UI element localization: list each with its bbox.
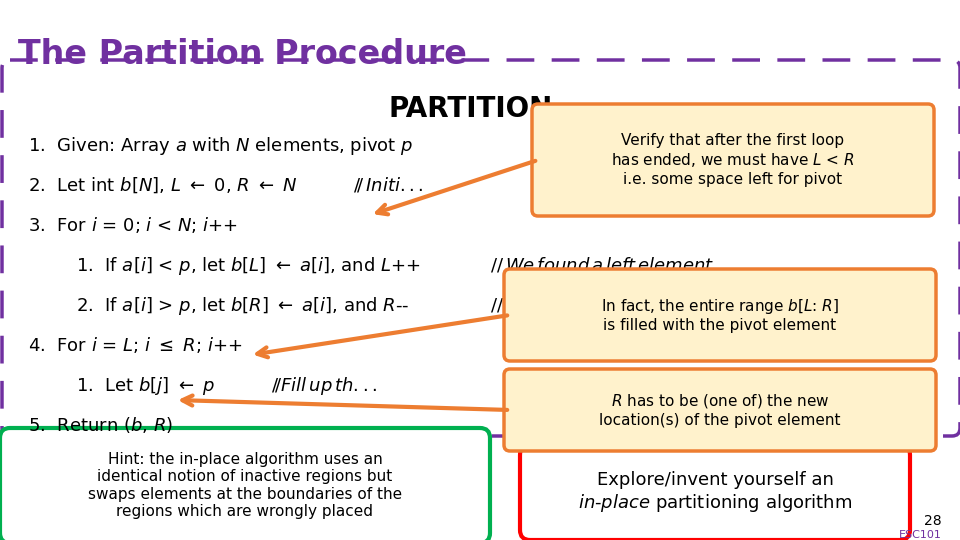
Text: 1.  If $\mathit{a}$[$\mathit{i}$] < $\mathit{p}$, let $\mathit{b}$[$\mathit{L}$]: 1. If $\mathit{a}$[$\mathit{i}$] < $\mat… bbox=[76, 255, 420, 277]
Text: 2.  Let int $\mathit{b}$[$\mathit{N}$], $\mathit{L}$ $\leftarrow$ 0, $\mathit{R}: 2. Let int $\mathit{b}$[$\mathit{N}$], $… bbox=[28, 175, 423, 194]
Text: 28: 28 bbox=[924, 514, 942, 528]
FancyBboxPatch shape bbox=[2, 60, 960, 436]
Text: Verify that after the first loop
has ended, we must have $\mathit{L}$ < $\mathit: Verify that after the first loop has end… bbox=[612, 133, 854, 187]
Text: 1.  Let $\mathit{b}$[$\mathit{j}$] $\leftarrow$ $\mathit{p}$          $\mathit{/: 1. Let $\mathit{b}$[$\mathit{j}$] $\left… bbox=[76, 375, 377, 397]
FancyBboxPatch shape bbox=[504, 269, 936, 361]
Text: ESC101: ESC101 bbox=[900, 530, 942, 540]
FancyBboxPatch shape bbox=[520, 445, 910, 540]
Text: Hint: the in-place algorithm uses an
identical notion of inactive regions but
sw: Hint: the in-place algorithm uses an ide… bbox=[88, 452, 402, 519]
Text: 4.  For $\mathit{i}$ = $\mathit{L}$; $\mathit{i}$ $\leq$ $\mathit{R}$; $\mathit{: 4. For $\mathit{i}$ = $\mathit{L}$; $\ma… bbox=[28, 335, 243, 355]
Text: 1.  Given: Array $\mathit{a}$ with $\mathit{N}$ elements, pivot $\mathit{p}$: 1. Given: Array $\mathit{a}$ with $\math… bbox=[28, 135, 414, 157]
Text: $\mathit{R}$ has to be (one of) the new
location(s) of the pivot element: $\mathit{R}$ has to be (one of) the new … bbox=[599, 392, 841, 428]
FancyBboxPatch shape bbox=[0, 428, 490, 540]
FancyBboxPatch shape bbox=[532, 104, 934, 216]
Text: 3.  For $\mathit{i}$ = 0; $\mathit{i}$ < $\mathit{N}$; $\mathit{i}$++: 3. For $\mathit{i}$ = 0; $\mathit{i}$ < … bbox=[28, 215, 238, 235]
Text: Explore/invent yourself an
$\mathit{in}$-$\mathit{place}$ partitioning algorithm: Explore/invent yourself an $\mathit{in}$… bbox=[578, 471, 852, 514]
Text: 2.  If $\mathit{a}$[$\mathit{i}$] > $\mathit{p}$, let $\mathit{b}$[$\mathit{R}$]: 2. If $\mathit{a}$[$\mathit{i}$] > $\mat… bbox=[76, 295, 410, 317]
Text: The Partition Procedure: The Partition Procedure bbox=[18, 38, 467, 71]
Text: PARTITION: PARTITION bbox=[388, 95, 553, 123]
Text: In fact, the entire range $\mathit{b}$[$\mathit{L}$: $\mathit{R}$]
is filled wit: In fact, the entire range $\mathit{b}$[$… bbox=[601, 297, 839, 333]
Text: $\mathit{//\,We\,found\,a\,left\,element}$: $\mathit{//\,We\,found\,a\,left\,element… bbox=[490, 255, 714, 274]
Text: 5.  Return ($\mathit{b}$, $\mathit{R}$): 5. Return ($\mathit{b}$, $\mathit{R}$) bbox=[28, 415, 173, 435]
Text: $\mathit{//\,We\,found\,a\,right\,element}$: $\mathit{//\,We\,found\,a\,right\,elemen… bbox=[490, 295, 728, 317]
FancyBboxPatch shape bbox=[504, 369, 936, 451]
